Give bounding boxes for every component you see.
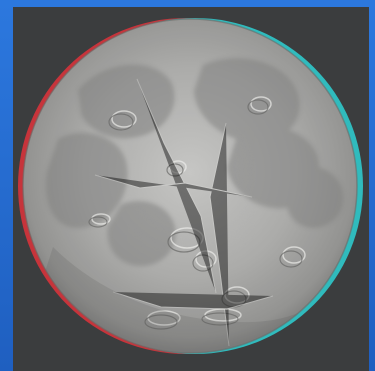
film-grain xyxy=(23,19,357,353)
moon-surface xyxy=(23,19,357,353)
moon-anaglyph-image xyxy=(13,7,369,371)
moon-rim xyxy=(22,18,358,354)
photo-panel xyxy=(13,7,369,371)
